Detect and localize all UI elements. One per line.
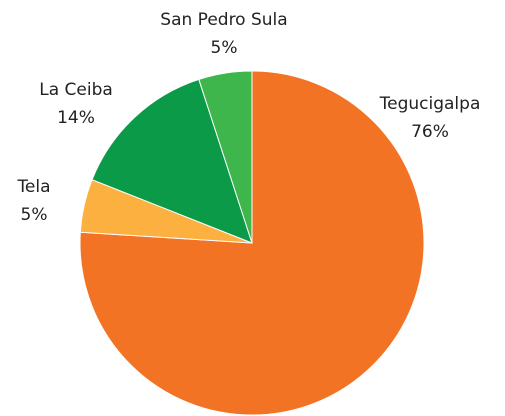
slice-label: La Ceiba <box>39 80 113 100</box>
slice-value: 5% <box>21 205 48 225</box>
pie-slice <box>198 70 253 244</box>
slice-label: San Pedro Sula <box>160 10 287 30</box>
slice-value: 5% <box>211 38 238 58</box>
slice-value: 14% <box>57 108 95 128</box>
slice-label: Tegucigalpa <box>379 94 481 114</box>
slice-label: Tela <box>16 177 50 197</box>
slice-value: 76% <box>411 122 449 142</box>
